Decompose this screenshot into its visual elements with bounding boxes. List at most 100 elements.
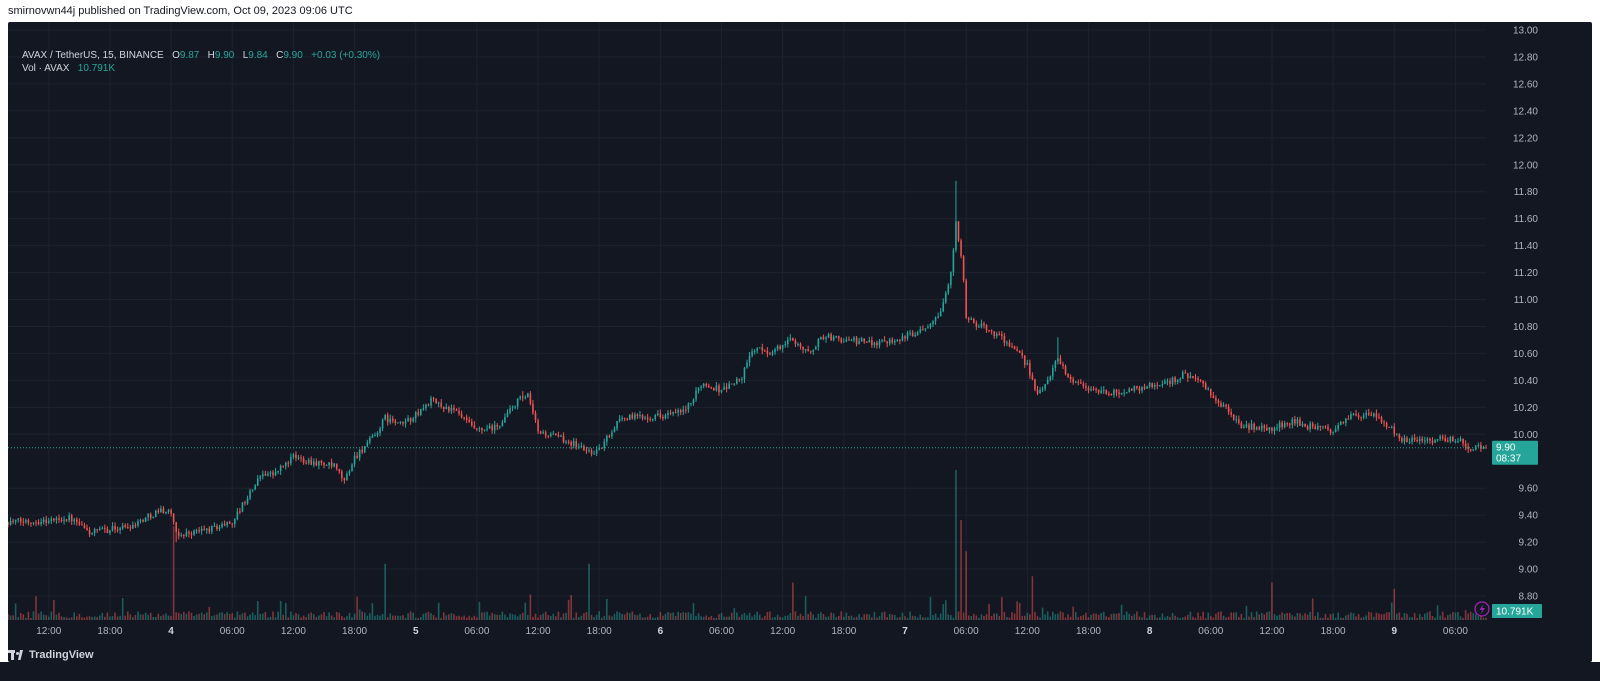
volume-bar	[1309, 611, 1311, 620]
time-axis[interactable]: 12:00 18:00 4 06:00 12:00 18:00 5 06:00 12:00 18:…	[36, 626, 1468, 637]
candle-body	[1141, 386, 1143, 391]
candle-body	[1085, 386, 1087, 389]
volume-bar	[397, 615, 399, 620]
volume-bar	[290, 611, 292, 620]
candle-body	[621, 417, 623, 420]
volume-bar	[789, 613, 792, 620]
volume-bar	[251, 612, 254, 620]
volume-bar	[972, 613, 975, 620]
time-tick-label: 06:00	[709, 626, 734, 637]
candle-body	[1102, 389, 1105, 391]
candle-body	[641, 415, 644, 419]
volume-bar	[284, 602, 287, 620]
volume-bar	[524, 602, 527, 620]
volume-bar	[560, 617, 562, 620]
volume-bar	[967, 615, 970, 620]
chart-panel[interactable]: 13.00 12.80 12.60 12.40 12.20 12.00 11.80 11.60…	[8, 22, 1592, 662]
candle-body	[305, 462, 307, 464]
price-axis[interactable]: 13.00 12.80 12.60 12.40 12.20 12.00 11.80 11.60…	[1513, 26, 1538, 603]
candle-body	[1108, 393, 1110, 395]
time-tick-label: 4	[168, 626, 174, 637]
volume-bar	[1240, 613, 1243, 620]
candle-body	[432, 398, 435, 400]
volume-bar	[1266, 612, 1268, 620]
candle-body	[160, 508, 162, 513]
tradingview-logo[interactable]: TradingView	[8, 647, 94, 663]
volume-bar	[58, 612, 60, 620]
volume-bar	[53, 599, 55, 620]
volume-bar	[231, 613, 234, 620]
volume-bar	[715, 617, 718, 620]
volume-bar	[221, 612, 223, 620]
candle-body	[1184, 372, 1187, 374]
candle-body	[96, 529, 98, 531]
candle-body	[608, 435, 611, 437]
candle-body	[98, 528, 101, 530]
candle-body	[1446, 440, 1449, 442]
volume-bar	[381, 613, 384, 620]
time-tick-label: 18:00	[831, 626, 856, 637]
volume-bar	[659, 612, 662, 620]
volume-bar	[139, 614, 142, 620]
volume-bar	[177, 612, 180, 620]
close-value: 9.90	[283, 50, 303, 61]
candle-body	[682, 409, 685, 413]
candle-body	[386, 415, 389, 423]
volume-bar	[65, 617, 68, 620]
candle-body	[1345, 418, 1347, 424]
volume-bar	[1306, 614, 1309, 620]
volume-bar	[1401, 617, 1403, 620]
volume-bar	[1271, 582, 1273, 620]
price-tick-label: 10.60	[1513, 349, 1538, 360]
candle-body	[707, 385, 710, 388]
candlestick-chart[interactable]: 13.00 12.80 12.60 12.40 12.20 12.00 11.80 11.60…	[8, 22, 1592, 662]
symbol-label[interactable]: AVAX / TetherUS, 15, BINANCE	[22, 50, 164, 61]
volume-bar	[1278, 614, 1281, 620]
candle-body	[369, 437, 371, 443]
candle-body	[1207, 388, 1210, 390]
volume-bar	[1276, 615, 1278, 620]
volume-bar	[297, 614, 300, 620]
volume-bar	[1347, 614, 1350, 620]
candle-body	[12, 520, 14, 522]
candle-body	[878, 340, 881, 346]
volume-bar	[1049, 616, 1052, 620]
volume-bar	[83, 617, 86, 620]
volume-bar	[1113, 613, 1115, 620]
volume-bar	[491, 612, 493, 620]
volume-bar	[1100, 612, 1103, 620]
volume-bar	[1454, 612, 1457, 620]
volume-value: 10.791K	[77, 63, 116, 74]
volume-bar	[1408, 617, 1411, 620]
volume-bar	[236, 611, 239, 620]
candle-body	[1388, 426, 1390, 428]
volume-label[interactable]: Vol · AVAX	[22, 63, 70, 74]
candle-body	[544, 432, 547, 436]
volume-bar	[820, 612, 822, 620]
candle-body	[1327, 426, 1329, 430]
candle-body	[407, 418, 409, 422]
volume-bar	[657, 616, 659, 620]
time-tick-label: 12:00	[770, 626, 795, 637]
volume-bar	[307, 613, 310, 620]
volume-bar	[853, 617, 855, 620]
volume-bar	[262, 613, 264, 620]
candle-body	[1225, 404, 1227, 407]
candle-body	[705, 383, 708, 386]
lightning-icon[interactable]	[1474, 601, 1490, 617]
volume-bar	[1225, 617, 1227, 620]
candle-body	[1189, 375, 1192, 378]
candle-body	[1250, 423, 1253, 430]
candle-body	[1255, 427, 1258, 430]
candle-body	[1166, 380, 1169, 382]
volume-bar	[282, 614, 285, 620]
candle-body	[83, 525, 86, 529]
candle-body	[685, 409, 687, 411]
volume-bar	[1199, 616, 1202, 620]
candle-body	[335, 463, 338, 469]
volume-bar	[868, 614, 871, 620]
candle-body	[962, 256, 965, 281]
candle-body	[121, 525, 124, 529]
candle-body	[1457, 441, 1459, 443]
volume-bar	[970, 616, 973, 620]
